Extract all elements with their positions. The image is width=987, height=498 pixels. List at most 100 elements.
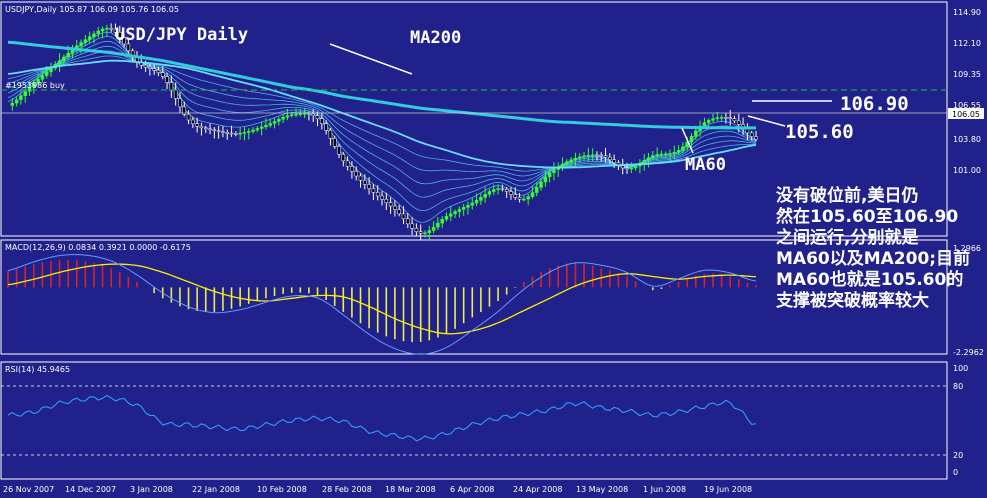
rsi-panel-title: RSI(14) 45.9465 (5, 365, 70, 374)
price-candle (229, 132, 234, 135)
price-candle (461, 207, 466, 210)
price-candle (457, 209, 462, 212)
date-tick: 14 Dec 2007 (65, 485, 116, 494)
price-candle (474, 200, 479, 204)
price-candle (66, 52, 70, 58)
price-candle (552, 169, 556, 173)
ma200-pointer (329, 43, 413, 75)
price-candle (358, 175, 363, 181)
price-candle (341, 153, 346, 162)
ma60-pointer (681, 127, 694, 154)
price-candle (427, 230, 432, 234)
price-candle (246, 131, 251, 133)
price-candle (431, 226, 436, 231)
price-candle (668, 153, 672, 155)
price-tick: 103.80 (953, 135, 981, 144)
rsi-panel[interactable] (0, 361, 948, 480)
price-candle (212, 129, 217, 131)
price-candle (221, 131, 225, 133)
macd-panel-title: MACD(12,26,9) 0.0834 0.3921 0.0000 -0.61… (5, 243, 191, 252)
price-candle (500, 188, 505, 190)
price-candle (320, 118, 324, 124)
price-candle (367, 184, 371, 189)
price-candle (547, 172, 552, 178)
price-candle (582, 155, 586, 158)
macd-panel[interactable] (0, 239, 948, 355)
price-tick: 114.90 (953, 8, 981, 17)
ma200-line (7, 40, 756, 130)
price-candle (569, 159, 573, 162)
price-candle (23, 91, 27, 96)
price-candle (40, 75, 45, 80)
price-candle (418, 231, 423, 234)
price-candle (281, 117, 285, 120)
price-candle (608, 156, 612, 161)
rsi-tick: 20 (953, 451, 963, 460)
price-candle (44, 71, 49, 76)
price-candle (315, 115, 320, 119)
price-series-group (7, 23, 758, 241)
price-candle (272, 121, 277, 124)
price-panel[interactable] (0, 1, 948, 237)
price-candle (440, 219, 444, 224)
price-candle (143, 64, 148, 68)
price-candle (479, 197, 483, 201)
price-candle (216, 130, 221, 132)
rsi-line (7, 394, 757, 442)
level-high-label: 106.90 (840, 93, 909, 115)
price-candle (238, 132, 242, 135)
price-candle (27, 86, 32, 92)
date-tick: 1 Jun 2008 (643, 485, 686, 494)
price-candle (156, 69, 161, 73)
price-candle (453, 211, 457, 215)
current-price-label: 106.05 (952, 110, 980, 119)
price-candle (62, 56, 66, 61)
ma-fan-line (7, 40, 757, 198)
price-candle (487, 191, 492, 195)
price-candle (354, 171, 358, 177)
price-candle (298, 113, 303, 115)
date-tick: 28 Feb 2008 (322, 485, 372, 494)
price-candle (165, 76, 169, 83)
price-candle (57, 60, 62, 65)
price-candle (590, 154, 595, 157)
price-candle (350, 166, 354, 172)
price-candle (543, 176, 548, 183)
price-candle (393, 205, 397, 210)
price-candle (715, 117, 720, 119)
price-candle (612, 159, 616, 164)
price-candle (19, 95, 23, 100)
price-candle (328, 130, 333, 139)
price-candle (522, 198, 526, 201)
price-candle (268, 123, 272, 126)
price-candle (277, 119, 281, 122)
rsi-tick: 0 (953, 468, 958, 477)
price-candle (702, 122, 707, 127)
price-candle (436, 222, 440, 228)
price-candle (388, 202, 393, 207)
price-candle (724, 117, 728, 119)
price-candle (728, 117, 732, 119)
price-tick: 109.35 (953, 70, 981, 79)
macd-top-tick: 1.2966 (953, 244, 981, 253)
current-price-marker (948, 108, 984, 119)
price-candle (307, 113, 311, 115)
macd-main-line (7, 254, 757, 355)
price-candle (676, 150, 681, 153)
price-candle (633, 165, 638, 169)
price-candle (599, 154, 603, 157)
date-tick: 26 Nov 2007 (3, 485, 54, 494)
price-candle (565, 161, 569, 165)
price-candle (83, 39, 88, 43)
price-candle (122, 37, 126, 45)
price-candle (732, 118, 737, 122)
rsi-tick: 100 (953, 364, 968, 373)
price-candle (689, 136, 694, 143)
price-candle (92, 33, 96, 38)
date-tick: 3 Jan 2008 (130, 485, 173, 494)
comment-line-1: 没有破位前,美日仍 (776, 185, 918, 206)
price-candle (449, 213, 453, 217)
price-candle (32, 82, 36, 88)
price-candle (646, 157, 651, 161)
